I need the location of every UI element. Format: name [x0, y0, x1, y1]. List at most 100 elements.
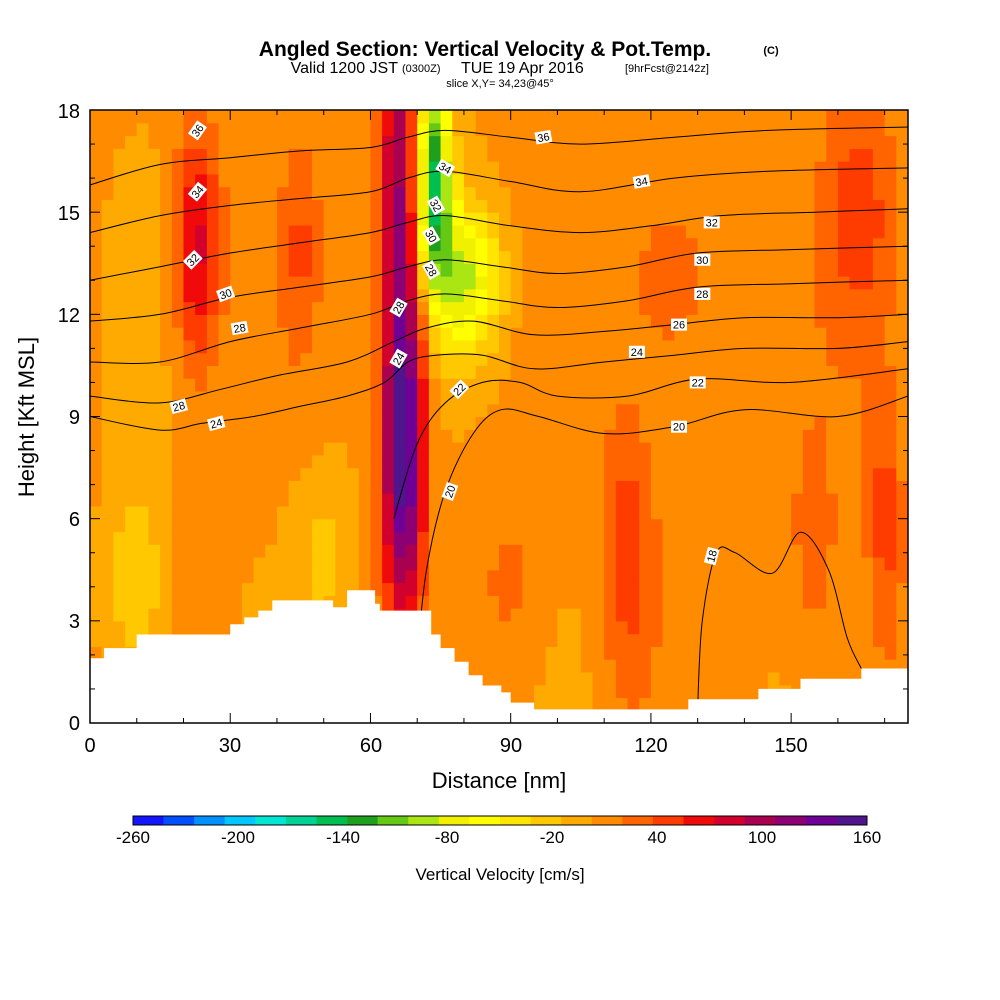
velocity-cell — [428, 620, 442, 635]
velocity-cell — [534, 224, 547, 239]
velocity-cell — [580, 467, 594, 481]
velocity-cell — [756, 110, 769, 124]
velocity-cell — [767, 659, 781, 673]
velocity-cell — [604, 365, 617, 379]
velocity-cell — [662, 671, 675, 686]
velocity-cell — [650, 569, 664, 584]
velocity-cell — [779, 212, 792, 226]
velocity-cell — [545, 237, 559, 252]
velocity-cell — [195, 288, 208, 303]
velocity-cell — [791, 620, 804, 635]
velocity-cell — [475, 646, 488, 660]
velocity-cell — [160, 544, 173, 558]
velocity-cell — [826, 454, 839, 469]
velocity-cell — [756, 263, 769, 277]
velocity-cell — [650, 263, 664, 277]
velocity-cell — [183, 327, 196, 341]
contour-label: 36 — [536, 131, 550, 145]
velocity-cell — [779, 327, 792, 341]
velocity-cell — [428, 556, 442, 571]
velocity-cell — [884, 416, 897, 430]
velocity-cell — [791, 250, 804, 264]
velocity-cell — [218, 314, 231, 328]
velocity-cell — [417, 429, 430, 443]
velocity-cell — [370, 122, 383, 137]
velocity-cell — [183, 110, 196, 124]
velocity-cell — [358, 224, 372, 239]
velocity-cell — [569, 135, 582, 149]
velocity-cell — [428, 148, 442, 162]
velocity-cell — [405, 531, 418, 545]
velocity-cell — [721, 301, 734, 315]
velocity-cell — [697, 442, 710, 456]
velocity-cell — [615, 582, 629, 596]
velocity-cell — [872, 161, 886, 175]
velocity-cell — [802, 646, 816, 660]
velocity-cell — [522, 429, 535, 443]
velocity-cell — [241, 148, 255, 162]
velocity-cell — [826, 467, 839, 481]
velocity-cell — [744, 301, 757, 315]
velocity-cell — [685, 390, 699, 405]
velocity-cell — [534, 288, 547, 303]
velocity-cell — [206, 442, 220, 456]
velocity-cell — [358, 122, 372, 137]
velocity-cell — [837, 505, 851, 520]
velocity-cell — [896, 186, 908, 200]
velocity-cell — [101, 480, 114, 494]
velocity-cell — [896, 224, 908, 239]
velocity-cell — [288, 314, 301, 328]
velocity-cell — [452, 173, 465, 188]
velocity-cell — [744, 659, 757, 673]
velocity-cell — [218, 390, 231, 405]
velocity-cell — [382, 288, 395, 303]
velocity-cell — [732, 416, 745, 430]
velocity-cell — [90, 480, 103, 494]
velocity-cell — [101, 518, 114, 533]
velocity-cell — [685, 327, 699, 341]
velocity-cell — [615, 122, 629, 137]
velocity-cell — [101, 556, 114, 571]
velocity-cell — [826, 110, 839, 124]
velocity-cell — [826, 518, 839, 533]
velocity-cell — [183, 582, 196, 596]
velocity-cell — [323, 339, 336, 354]
velocity-cell — [592, 276, 605, 290]
velocity-cell — [604, 633, 617, 647]
velocity-cell — [896, 135, 908, 149]
velocity-cell — [721, 110, 734, 124]
velocity-cell — [90, 505, 103, 520]
velocity-cell — [674, 173, 687, 188]
velocity-cell — [218, 327, 231, 341]
velocity-cell — [160, 365, 173, 379]
velocity-cell — [604, 454, 617, 469]
velocity-cell — [195, 531, 208, 545]
velocity-cell — [312, 339, 325, 354]
velocity-cell — [639, 224, 652, 239]
velocity-cell — [288, 122, 301, 137]
velocity-cell — [125, 314, 138, 328]
velocity-cell — [265, 480, 278, 494]
velocity-cell — [241, 480, 255, 494]
velocity-cell — [545, 224, 559, 239]
velocity-cell — [896, 531, 908, 545]
velocity-cell — [335, 224, 348, 239]
velocity-cell — [522, 161, 535, 175]
velocity-cell — [393, 314, 407, 328]
velocity-cell — [615, 199, 629, 213]
colorbar-swatch — [561, 816, 593, 825]
velocity-cell — [604, 467, 617, 481]
velocity-cell — [650, 122, 664, 137]
velocity-cell — [592, 633, 605, 647]
velocity-cell — [721, 390, 734, 405]
velocity-cell — [779, 314, 792, 328]
velocity-cell — [405, 505, 418, 520]
velocity-cell — [674, 122, 687, 137]
velocity-cell — [592, 378, 605, 392]
velocity-cell — [393, 276, 407, 290]
velocity-cell — [674, 454, 687, 469]
velocity-cell — [744, 339, 757, 354]
velocity-cell — [440, 416, 453, 430]
velocity-cell — [475, 314, 488, 328]
velocity-cell — [814, 480, 827, 494]
